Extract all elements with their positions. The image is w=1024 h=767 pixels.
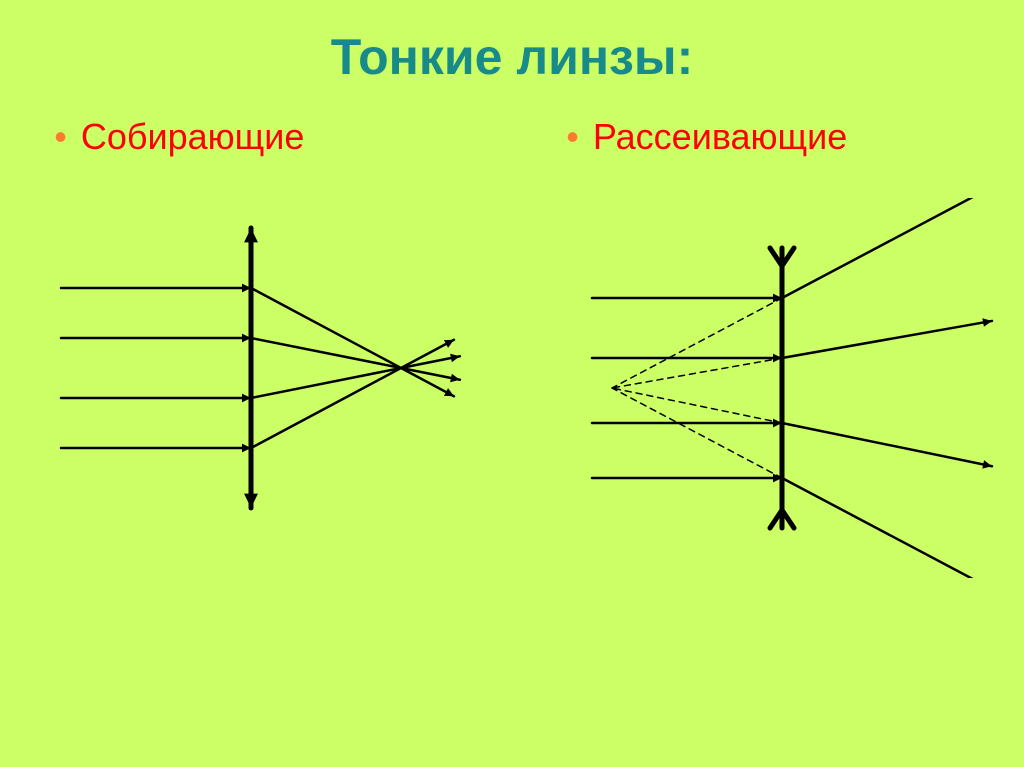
diverging-lens-diagram [542, 198, 994, 578]
left-bullet-line: • Собирающие [30, 116, 482, 158]
bullet-icon: • [566, 116, 579, 158]
left-label: Собирающие [81, 116, 305, 158]
bullet-icon: • [54, 116, 67, 158]
page-title: Тонкие линзы: [0, 0, 1024, 86]
converging-lens-diagram [41, 198, 471, 548]
right-diagram-wrap [542, 198, 994, 578]
left-column: • Собирающие [10, 116, 502, 578]
left-diagram-wrap [30, 198, 482, 548]
right-label: Рассеивающие [593, 116, 847, 158]
columns: • Собирающие • Рассеивающие [0, 116, 1024, 578]
right-bullet-line: • Рассеивающие [542, 116, 994, 158]
slide: Тонкие линзы: • Собирающие • Рассеивающи… [0, 0, 1024, 767]
right-column: • Рассеивающие [522, 116, 1014, 578]
